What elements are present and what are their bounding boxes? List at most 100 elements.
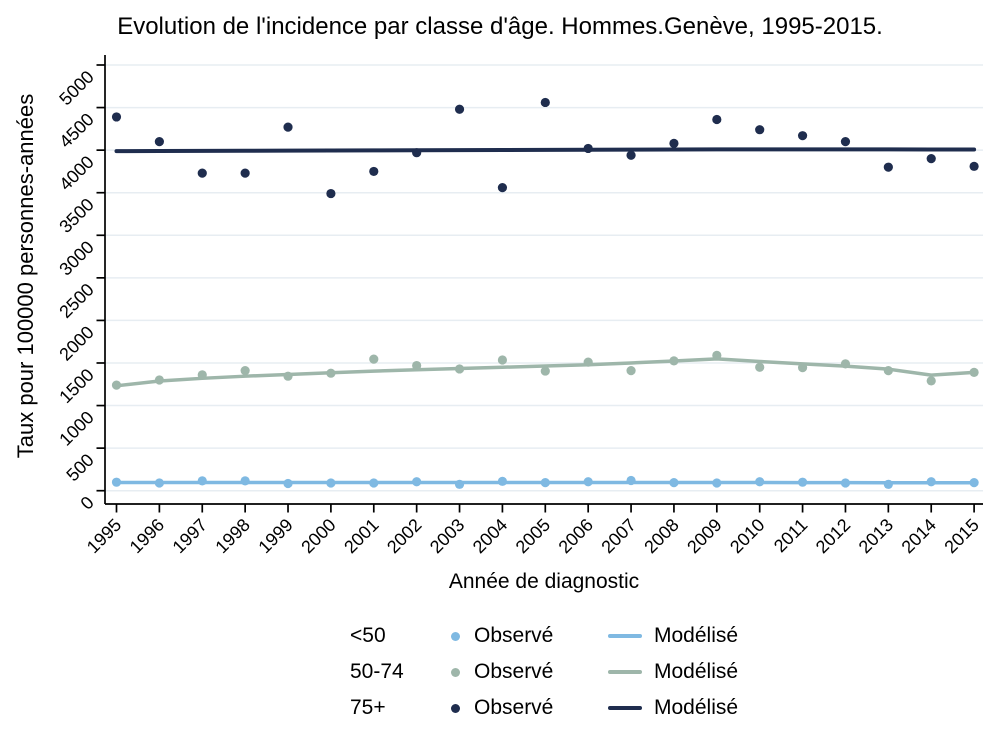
legend-group-label: <50: [350, 624, 386, 647]
data-point: [326, 478, 336, 488]
svg-text:3000: 3000: [55, 237, 97, 279]
legend-row-75plus: 75+ Observé Modélisé: [350, 690, 738, 726]
data-point: [669, 138, 679, 148]
data-point: [454, 479, 465, 489]
svg-text:2002: 2002: [383, 515, 425, 557]
data-point: [454, 104, 465, 114]
svg-text:0: 0: [77, 492, 98, 513]
data-point: [540, 478, 550, 488]
data-point: [497, 476, 508, 486]
svg-text:2013: 2013: [855, 515, 897, 557]
data-point: [497, 355, 508, 365]
svg-text:4000: 4000: [55, 152, 97, 194]
svg-text:2003: 2003: [426, 515, 468, 557]
data-point: [111, 380, 122, 390]
legend-group-label: 50-74: [350, 660, 404, 683]
series-points: [111, 475, 979, 489]
data-point: [540, 97, 550, 108]
data-point: [412, 360, 422, 371]
legend-observed-label: Observé: [474, 696, 554, 719]
data-point: [883, 366, 893, 376]
svg-text:2010: 2010: [726, 515, 768, 557]
data-point: [583, 143, 593, 154]
data-point: [883, 162, 893, 172]
svg-text:2005: 2005: [512, 515, 554, 557]
svg-text:2007: 2007: [597, 515, 639, 557]
data-point: [669, 478, 679, 488]
data-point: [240, 168, 250, 178]
data-point: [626, 366, 636, 376]
series-line: [114, 147, 977, 154]
data-point: [326, 368, 336, 378]
data-point: [154, 375, 164, 385]
data-point: [626, 150, 636, 160]
data-point: [969, 161, 979, 171]
legend-modeled-label: Modélisé: [654, 660, 739, 683]
data-point: [969, 478, 979, 488]
data-point: [369, 354, 379, 364]
data-point: [969, 367, 979, 377]
svg-text:2001: 2001: [340, 515, 382, 557]
y-axis-title: Taux pour 100000 personnes-années: [13, 93, 38, 459]
data-point: [926, 154, 936, 164]
data-point: [540, 366, 550, 376]
svg-text:3500: 3500: [55, 194, 97, 236]
svg-text:500: 500: [62, 450, 97, 485]
legend-modeled-label: Modélisé: [654, 624, 739, 647]
svg-text:1995: 1995: [83, 515, 125, 557]
svg-text:2011: 2011: [770, 515, 812, 557]
x-tick-labels: 1995 1996 1997 1998 1999 2000 2001 2002 2003 2004…: [83, 504, 983, 557]
data-point: [797, 477, 808, 487]
data-point: [497, 183, 508, 193]
data-point: [326, 188, 336, 199]
data-point: [926, 376, 936, 386]
data-point: [797, 131, 808, 141]
legend-observed-label: Observé: [474, 660, 554, 683]
svg-text:2500: 2500: [55, 280, 97, 322]
data-point: [412, 148, 422, 158]
svg-text:4500: 4500: [55, 109, 97, 151]
svg-text:5000: 5000: [55, 67, 97, 109]
data-point: [712, 114, 722, 125]
svg-text:2008: 2008: [640, 515, 682, 557]
data-point: [840, 137, 851, 147]
legend-observed-label: Observé: [474, 624, 554, 647]
modeled-line-icon: [608, 706, 642, 710]
y-gridlines: [105, 64, 983, 492]
data-point: [755, 477, 765, 487]
data-point: [583, 357, 593, 367]
modeled-line-icon: [608, 670, 642, 674]
legend-row-lt50: <50 Observé Modélisé: [350, 618, 738, 654]
axes: [104, 55, 983, 505]
svg-text:1999: 1999: [254, 515, 296, 557]
chart-area: 0500100015002000250030003500400045005000…: [55, 55, 983, 557]
data-point: [111, 112, 122, 122]
svg-text:2014: 2014: [898, 515, 940, 557]
legend-modeled-label: Modélisé: [654, 696, 739, 719]
data-point: [712, 478, 722, 488]
svg-text:1997: 1997: [169, 515, 211, 557]
data-point: [111, 477, 122, 487]
svg-text:2000: 2000: [297, 515, 339, 557]
svg-text:2009: 2009: [683, 515, 725, 557]
observed-dot-icon: [451, 631, 460, 641]
legend-group-label: 75+: [350, 696, 386, 719]
chart-title: Evolution de l'incidence par classe d'âg…: [117, 13, 883, 40]
data-point: [240, 476, 250, 486]
data-point: [712, 350, 722, 360]
data-point: [197, 370, 207, 380]
svg-text:2006: 2006: [555, 515, 597, 557]
data-point: [369, 166, 379, 177]
data-point: [583, 477, 593, 487]
legend-row-50-74: 50-74 Observé Modélisé: [350, 654, 738, 690]
data-point: [283, 371, 293, 381]
data-point: [369, 478, 379, 488]
svg-text:1996: 1996: [126, 515, 168, 557]
observed-dot-icon: [451, 703, 460, 713]
svg-text:1998: 1998: [212, 515, 254, 557]
svg-text:1500: 1500: [55, 365, 97, 407]
x-axis-title: Année de diagnostic: [448, 570, 640, 593]
data-point: [283, 122, 293, 132]
